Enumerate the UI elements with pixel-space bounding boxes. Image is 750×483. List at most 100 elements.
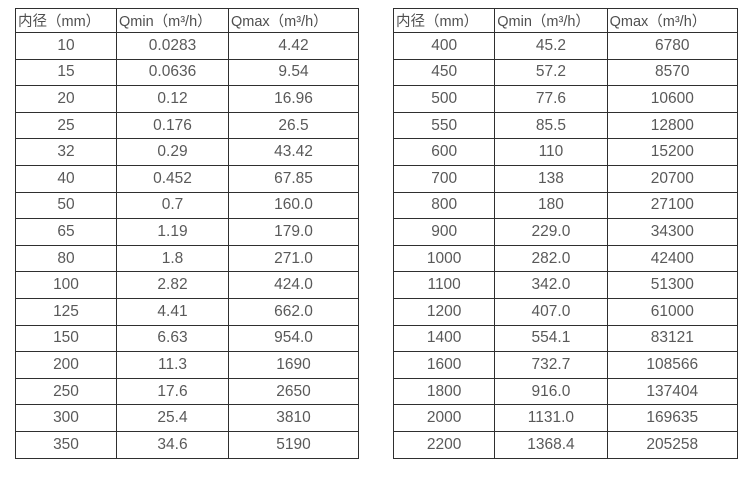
table-cell: 179.0 — [228, 218, 359, 246]
table-cell: 550 — [392, 111, 496, 140]
table-cell: 25.4 — [116, 404, 229, 432]
table-cell: 1600 — [392, 351, 496, 379]
table-cell: 0.176 — [116, 111, 229, 140]
table-cell: 80 — [15, 244, 117, 273]
table-cell: 16.96 — [228, 85, 359, 113]
table-cell: 20700 — [606, 164, 739, 193]
table-cell: 43.42 — [228, 138, 359, 166]
table-cell: 57.2 — [494, 58, 608, 87]
table-row: 350 34.6 5190 — [15, 430, 359, 459]
table-cell: 40 — [15, 164, 117, 193]
table-row: 400 45.2 6780 — [392, 32, 739, 60]
table-cell: 4.41 — [116, 297, 229, 326]
table-row: 600 110 15200 — [392, 138, 739, 166]
table-row: 1000 282.0 42400 — [392, 244, 739, 273]
table-cell: 20 — [15, 85, 117, 113]
table-row: 300 25.4 3810 — [15, 404, 359, 432]
table-cell: 12800 — [606, 111, 739, 140]
table-row: 32 0.29 43.42 — [15, 138, 359, 166]
table-row: 450 57.2 8570 — [392, 58, 739, 87]
table-cell: 61000 — [606, 297, 739, 326]
table-row: 250 17.6 2650 — [15, 377, 359, 406]
table-row: 125 4.41 662.0 — [15, 297, 359, 326]
table-cell: 2000 — [392, 404, 496, 432]
table-cell: 110 — [494, 138, 608, 166]
table-cell: 500 — [392, 85, 496, 113]
table-cell: 26.5 — [228, 111, 359, 140]
table-cell: 27100 — [606, 191, 739, 220]
table-row: 500 77.6 10600 — [392, 85, 739, 113]
table-cell: 554.1 — [494, 324, 608, 353]
table-cell: 0.0636 — [116, 58, 229, 87]
table-cell: 32 — [15, 138, 117, 166]
table-row: 1400 554.1 83121 — [392, 324, 739, 353]
flow-range-table-large-diameters: 内径（mm） Qmin（m³/h） Qmax（m³/h） 400 45.2 6780 450… — [392, 8, 739, 459]
table-row: 1100 342.0 51300 — [392, 271, 739, 299]
table-row: 150 6.63 954.0 — [15, 324, 359, 353]
column-header: Qmin（m³/h） — [116, 8, 229, 33]
table-row: 1200 407.0 61000 — [392, 297, 739, 326]
header-row: 内径（mm） Qmin（m³/h） Qmax（m³/h） — [392, 8, 739, 33]
table-cell: 15 — [15, 58, 117, 87]
table-cell: 271.0 — [228, 244, 359, 273]
table-cell: 6780 — [606, 32, 739, 60]
table-cell: 34.6 — [116, 430, 229, 459]
column-header: Qmax（m³/h） — [228, 8, 359, 33]
table-cell: 77.6 — [494, 85, 608, 113]
table-cell: 424.0 — [228, 271, 359, 299]
table-cell: 407.0 — [494, 297, 608, 326]
table-cell: 180 — [494, 191, 608, 220]
table-cell: 400 — [392, 32, 496, 60]
table-cell: 0.29 — [116, 138, 229, 166]
table-row: 25 0.176 26.5 — [15, 111, 359, 140]
table-cell: 200 — [15, 351, 117, 379]
column-header: Qmin（m³/h） — [494, 8, 608, 33]
table-cell: 1.8 — [116, 244, 229, 273]
table-cell: 1800 — [392, 377, 496, 406]
table-cell: 45.2 — [494, 32, 608, 60]
column-header: Qmax（m³/h） — [606, 8, 739, 33]
table-cell: 2.82 — [116, 271, 229, 299]
table-cell: 600 — [392, 138, 496, 166]
table-cell: 1000 — [392, 244, 496, 273]
table-cell: 250 — [15, 377, 117, 406]
table-cell: 34300 — [606, 218, 739, 246]
column-header: 内径（mm） — [392, 8, 496, 33]
table-cell: 160.0 — [228, 191, 359, 220]
table-cell: 51300 — [606, 271, 739, 299]
table-cell: 0.452 — [116, 164, 229, 193]
table-row: 65 1.19 179.0 — [15, 218, 359, 246]
table-cell: 1368.4 — [494, 430, 608, 459]
table-cell: 662.0 — [228, 297, 359, 326]
table-row: 15 0.0636 9.54 — [15, 58, 359, 87]
header-row: 内径（mm） Qmin（m³/h） Qmax（m³/h） — [15, 8, 359, 33]
table-cell: 0.0283 — [116, 32, 229, 60]
table-row: 100 2.82 424.0 — [15, 271, 359, 299]
flow-range-table-small-diameters: 内径（mm） Qmin（m³/h） Qmax（m³/h） 10 0.0283 4.42 15… — [15, 8, 359, 459]
table-row: 1600 732.7 108566 — [392, 351, 739, 379]
table-cell: 25 — [15, 111, 117, 140]
table-cell: 10600 — [606, 85, 739, 113]
table-cell: 205258 — [606, 430, 739, 459]
table-cell: 700 — [392, 164, 496, 193]
table-cell: 138 — [494, 164, 608, 193]
table-cell: 169635 — [606, 404, 739, 432]
table-cell: 916.0 — [494, 377, 608, 406]
table-cell: 11.3 — [116, 351, 229, 379]
table-cell: 2650 — [228, 377, 359, 406]
table-cell: 100 — [15, 271, 117, 299]
table-cell: 1131.0 — [494, 404, 608, 432]
table-cell: 800 — [392, 191, 496, 220]
table-cell: 3810 — [228, 404, 359, 432]
table-cell: 1690 — [228, 351, 359, 379]
table-row: 40 0.452 67.85 — [15, 164, 359, 193]
column-header: 内径（mm） — [15, 8, 117, 33]
table-cell: 15200 — [606, 138, 739, 166]
table-row: 2000 1131.0 169635 — [392, 404, 739, 432]
table-cell: 42400 — [606, 244, 739, 273]
table-cell: 1100 — [392, 271, 496, 299]
table-row: 80 1.8 271.0 — [15, 244, 359, 273]
table-cell: 85.5 — [494, 111, 608, 140]
table-row: 2200 1368.4 205258 — [392, 430, 739, 459]
table-row: 550 85.5 12800 — [392, 111, 739, 140]
